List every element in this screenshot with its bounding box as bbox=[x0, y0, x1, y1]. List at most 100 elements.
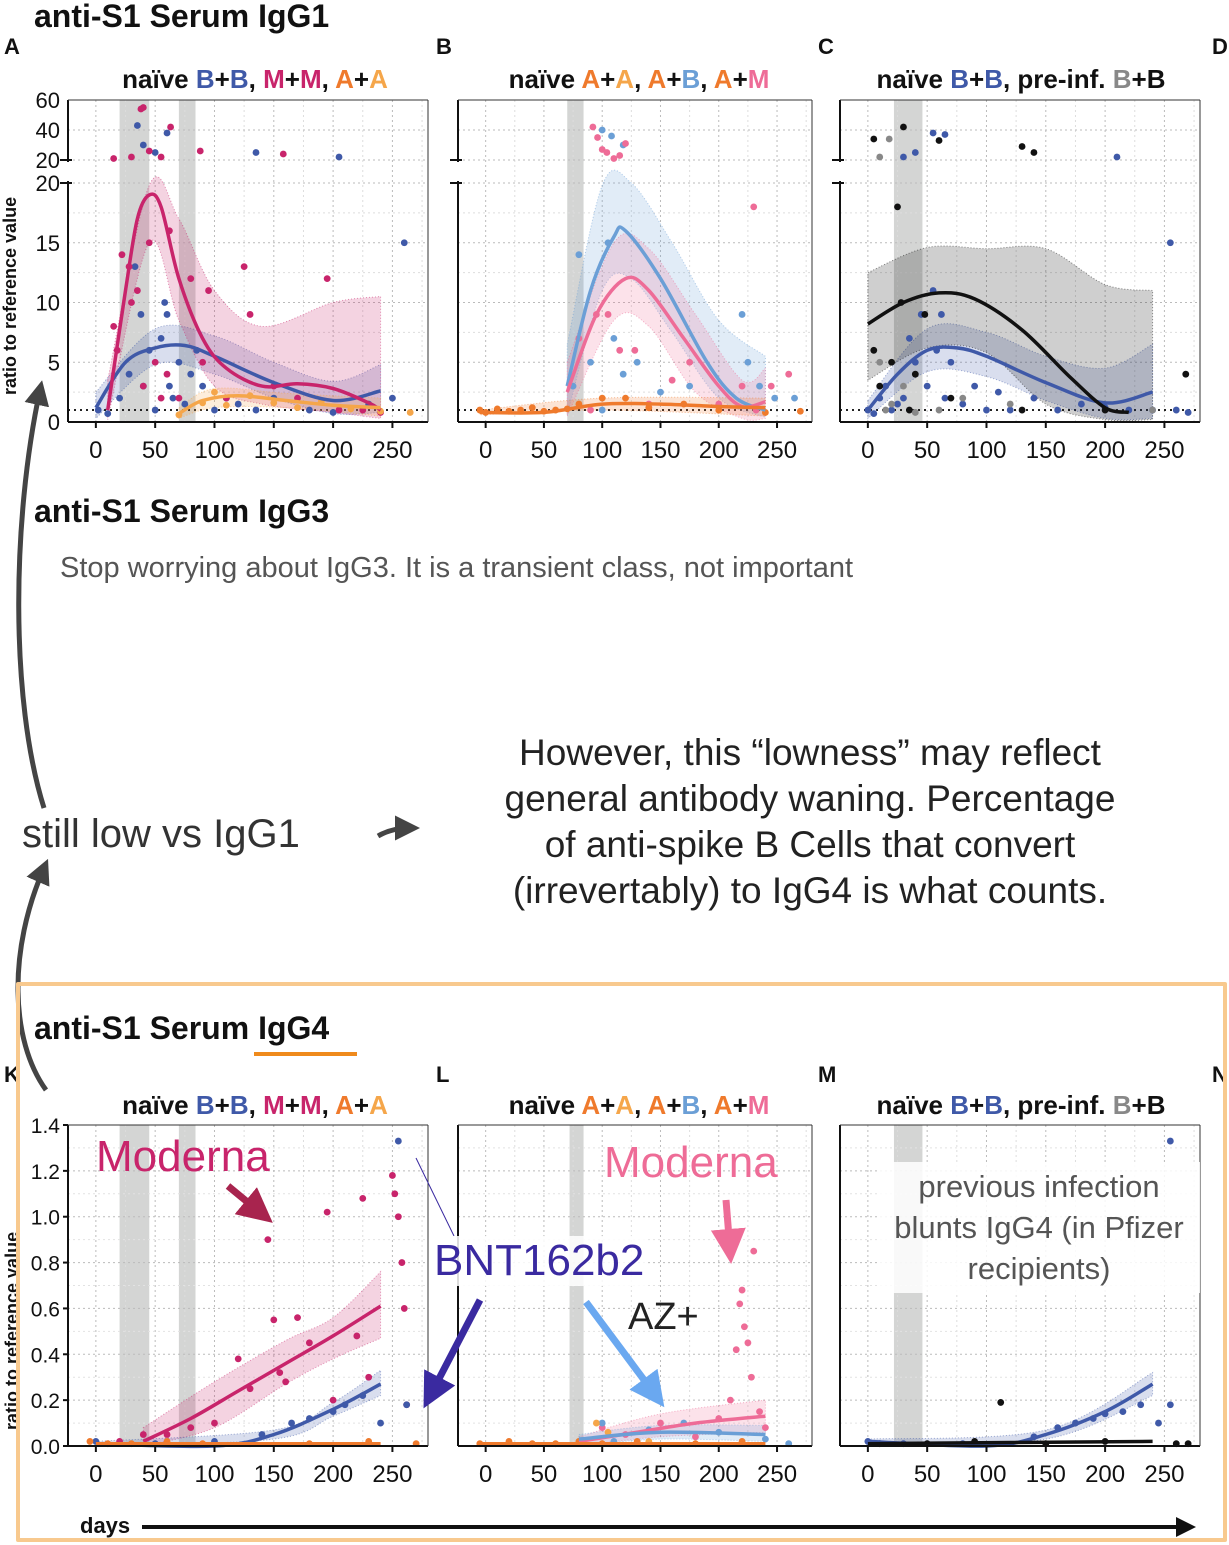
data-point bbox=[983, 406, 990, 414]
fit-curve bbox=[178, 393, 381, 416]
data-point-upper bbox=[151, 149, 159, 156]
subtitle-segment: naïve bbox=[876, 64, 951, 94]
data-point-upper bbox=[110, 155, 118, 162]
subtitle-segment: , bbox=[321, 64, 336, 94]
igg4-title-word: IgG4 bbox=[258, 1010, 330, 1046]
data-point bbox=[1149, 406, 1156, 414]
subtitle-l: naïve A+A, A+B, A+M bbox=[466, 1090, 812, 1121]
y-tick-label: 40 bbox=[36, 118, 60, 143]
x-tick-label: 0 bbox=[861, 437, 874, 464]
subtitle-segment: B bbox=[984, 64, 1003, 94]
fit-curve bbox=[867, 1439, 1153, 1446]
subtitle-segment: , bbox=[634, 1090, 648, 1120]
data-point bbox=[631, 346, 639, 354]
y-tick-label: 1.4 bbox=[31, 1115, 61, 1138]
data-point bbox=[882, 406, 890, 414]
fit-curve bbox=[142, 1304, 382, 1443]
data-point bbox=[668, 376, 676, 384]
data-point bbox=[139, 382, 147, 390]
data-point bbox=[264, 1236, 272, 1244]
x-tick-label: 250 bbox=[372, 437, 412, 464]
x-tick-label: 200 bbox=[699, 1461, 739, 1488]
subtitle-segment: + bbox=[969, 64, 985, 94]
confidence-band bbox=[867, 245, 1154, 422]
subtitle-segment: A bbox=[713, 1090, 733, 1120]
data-point bbox=[1182, 370, 1190, 378]
x-tick-label: 50 bbox=[142, 437, 169, 464]
data-point bbox=[187, 1424, 195, 1432]
subtitle-segment: + bbox=[284, 1090, 300, 1120]
y-tick-label: 20 bbox=[36, 148, 60, 173]
data-point bbox=[181, 400, 189, 408]
data-point bbox=[323, 1208, 331, 1216]
bnt162b2-arrow bbox=[423, 1298, 484, 1409]
subtitle-segment: + bbox=[666, 64, 682, 94]
x-tick-label: 50 bbox=[142, 1461, 169, 1488]
igg4-highlight-box bbox=[16, 982, 1227, 1542]
x-tick-label: 150 bbox=[254, 437, 294, 464]
data-point bbox=[389, 1172, 396, 1179]
fit-curve bbox=[578, 1430, 766, 1441]
x-tick-label: 0 bbox=[89, 437, 102, 464]
x-tick-label: 0 bbox=[861, 1461, 874, 1488]
y-tick-label: 20 bbox=[36, 171, 60, 196]
data-point bbox=[1006, 400, 1014, 408]
subtitle-segment: M bbox=[263, 1090, 285, 1120]
data-point bbox=[619, 370, 627, 378]
data-point bbox=[353, 1332, 361, 1340]
data-point bbox=[205, 287, 212, 294]
data-point bbox=[971, 382, 979, 390]
subtitle-segment: naïve bbox=[508, 1090, 582, 1120]
data-point bbox=[592, 1419, 600, 1427]
data-point bbox=[686, 382, 694, 390]
subtitle-segment: + bbox=[600, 64, 616, 94]
subtitle-segment: naïve bbox=[876, 1090, 951, 1120]
subtitle-segment: , bbox=[248, 64, 264, 94]
subtitle-segment: + bbox=[666, 1090, 682, 1120]
x-tick-label: 150 bbox=[640, 437, 680, 464]
x-tick-label: 250 bbox=[757, 1461, 797, 1488]
subtitle-segment: A bbox=[647, 64, 667, 94]
x-tick-label: 250 bbox=[757, 437, 797, 464]
panel-letter-a: A bbox=[4, 34, 20, 59]
data-point bbox=[738, 311, 746, 318]
data-point bbox=[796, 407, 804, 415]
data-point bbox=[175, 394, 183, 402]
data-point bbox=[270, 399, 278, 407]
data-point bbox=[323, 275, 331, 282]
panel-letter-c: C bbox=[818, 34, 834, 59]
data-point bbox=[888, 406, 895, 414]
data-point bbox=[791, 394, 798, 402]
data-point-upper bbox=[163, 129, 171, 137]
data-point bbox=[157, 334, 165, 342]
subtitle-segment: + bbox=[732, 64, 748, 94]
subtitle-segment: B bbox=[984, 1090, 1003, 1120]
data-point bbox=[616, 346, 624, 354]
still-low-note: still low vs IgG1 bbox=[22, 812, 300, 856]
subtitle-segment: , bbox=[634, 64, 648, 94]
data-point bbox=[761, 1435, 769, 1443]
data-point-upper bbox=[1018, 143, 1026, 150]
data-point bbox=[199, 382, 207, 390]
fit-curve bbox=[94, 343, 382, 409]
data-point-upper bbox=[139, 141, 147, 149]
data-point-upper bbox=[929, 129, 937, 137]
previous-infection-line-3: recipients) bbox=[967, 1251, 1111, 1286]
data-point bbox=[959, 400, 967, 408]
subtitle-segment: A bbox=[615, 1090, 635, 1120]
subtitle-segment: A bbox=[615, 64, 635, 94]
data-point bbox=[406, 409, 414, 416]
data-point bbox=[163, 311, 171, 318]
data-point bbox=[86, 1438, 94, 1445]
data-point bbox=[876, 382, 884, 390]
confidence-band bbox=[95, 1369, 382, 1447]
data-point bbox=[305, 406, 313, 414]
y-tick-label: 0.2 bbox=[31, 1390, 60, 1413]
x-tick-label: 100 bbox=[582, 1461, 622, 1488]
panel-letter-b: B bbox=[436, 34, 452, 59]
data-point bbox=[234, 400, 242, 408]
data-point bbox=[1077, 400, 1085, 408]
data-point-upper bbox=[167, 123, 174, 131]
subtitle-b: naïve A+A, A+B, A+M bbox=[466, 64, 812, 95]
